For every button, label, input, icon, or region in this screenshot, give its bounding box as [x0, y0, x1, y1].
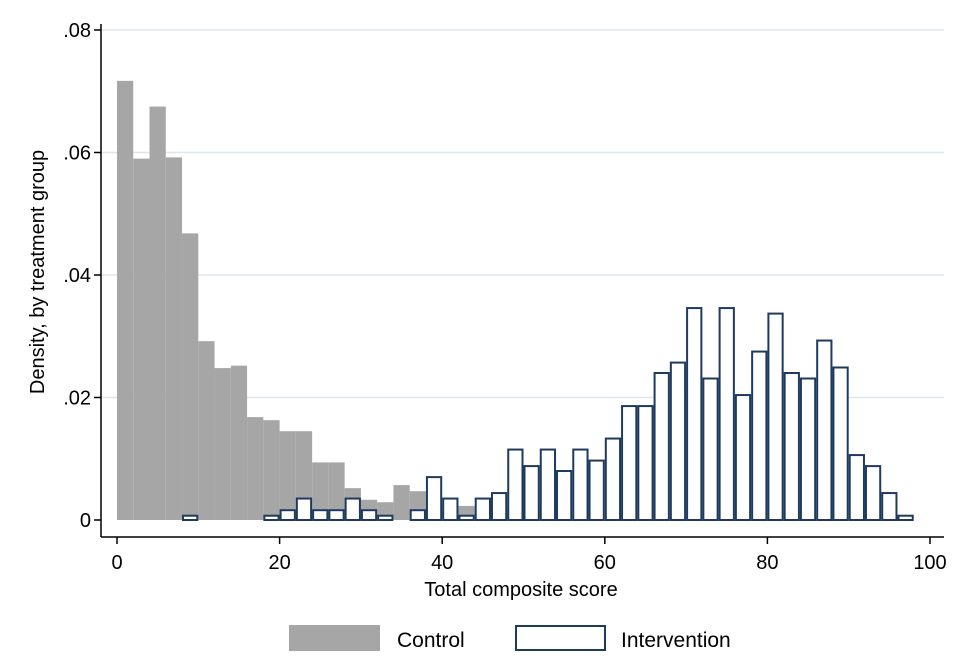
- bar-intervention: [588, 459, 605, 521]
- x-axis-title: Total composite score: [424, 579, 617, 601]
- bar-intervention: [783, 372, 800, 521]
- y-axis-title: Density, by treatment group: [27, 150, 49, 394]
- bar-intervention: [637, 405, 654, 522]
- y-tick-label: .04: [63, 265, 91, 287]
- bar-control: [165, 157, 183, 520]
- bar-intervention: [409, 509, 426, 522]
- bar-control: [312, 462, 329, 520]
- bar-intervention: [490, 492, 508, 521]
- y-tick-label: .06: [63, 143, 91, 165]
- bar-control: [117, 80, 134, 521]
- bar-intervention: [344, 497, 361, 521]
- bar-control: [263, 420, 280, 520]
- bar-intervention: [377, 514, 394, 522]
- bar-intervention: [442, 497, 459, 521]
- x-tick-label: 80: [756, 552, 778, 574]
- bar-intervention: [734, 394, 752, 521]
- bar-intervention: [523, 465, 540, 522]
- bar-intervention: [751, 350, 768, 521]
- bar-intervention: [312, 509, 329, 522]
- bar-intervention: [182, 514, 199, 522]
- bar-intervention: [864, 465, 882, 522]
- legend-label-intervention: Intervention: [621, 629, 731, 652]
- x-tick-label: 40: [431, 552, 453, 574]
- bar-intervention: [621, 405, 638, 522]
- y-tick-label: .08: [63, 20, 91, 42]
- bar-intervention: [295, 497, 313, 521]
- legend-label-control: Control: [397, 629, 465, 652]
- bar-intervention: [848, 454, 865, 522]
- bar-control: [230, 365, 248, 520]
- x-tick-label: 60: [594, 552, 616, 574]
- y-tick-label: .02: [63, 388, 91, 410]
- bar-intervention: [816, 339, 833, 521]
- bar-control: [393, 485, 410, 520]
- bar-intervention: [556, 470, 573, 521]
- bar-control: [328, 462, 345, 520]
- bar-intervention: [474, 497, 491, 521]
- x-tick-label: 20: [268, 552, 290, 574]
- bar-intervention: [686, 307, 703, 522]
- legend-swatch-control: [289, 625, 380, 651]
- bar-intervention: [767, 312, 784, 521]
- bar-intervention: [702, 377, 719, 522]
- x-tick-label: 0: [111, 552, 122, 574]
- bar-intervention: [507, 448, 524, 521]
- bar-intervention: [539, 448, 557, 521]
- bar-control: [182, 233, 199, 520]
- x-tick-label: 100: [913, 552, 946, 574]
- bar-control: [133, 158, 150, 520]
- legend-swatch-intervention: [515, 625, 606, 651]
- y-tick-label: 0: [80, 510, 91, 532]
- bar-intervention: [425, 476, 443, 521]
- intervention-series: [182, 307, 914, 522]
- bar-intervention: [832, 366, 849, 521]
- bar-intervention: [718, 307, 735, 522]
- bar-control: [279, 431, 296, 520]
- bar-intervention: [458, 514, 475, 522]
- bar-intervention: [669, 361, 687, 521]
- bar-control: [247, 417, 264, 520]
- bar-intervention: [653, 372, 670, 521]
- bar-intervention: [881, 492, 898, 521]
- bar-intervention: [572, 448, 589, 521]
- axes: 0 .02 .04 .06 .08 0 20 40 60 80 100: [63, 20, 947, 574]
- bar-intervention: [279, 509, 296, 522]
- bar-intervention: [328, 509, 345, 522]
- bar-control: [149, 106, 166, 520]
- legend: Control Intervention: [289, 625, 731, 652]
- bar-control: [214, 368, 231, 520]
- bar-intervention: [897, 514, 914, 522]
- bar-intervention: [604, 437, 622, 522]
- bar-intervention: [799, 377, 817, 522]
- bar-intervention: [263, 514, 280, 522]
- bar-control: [198, 341, 215, 520]
- bar-intervention: [360, 509, 378, 522]
